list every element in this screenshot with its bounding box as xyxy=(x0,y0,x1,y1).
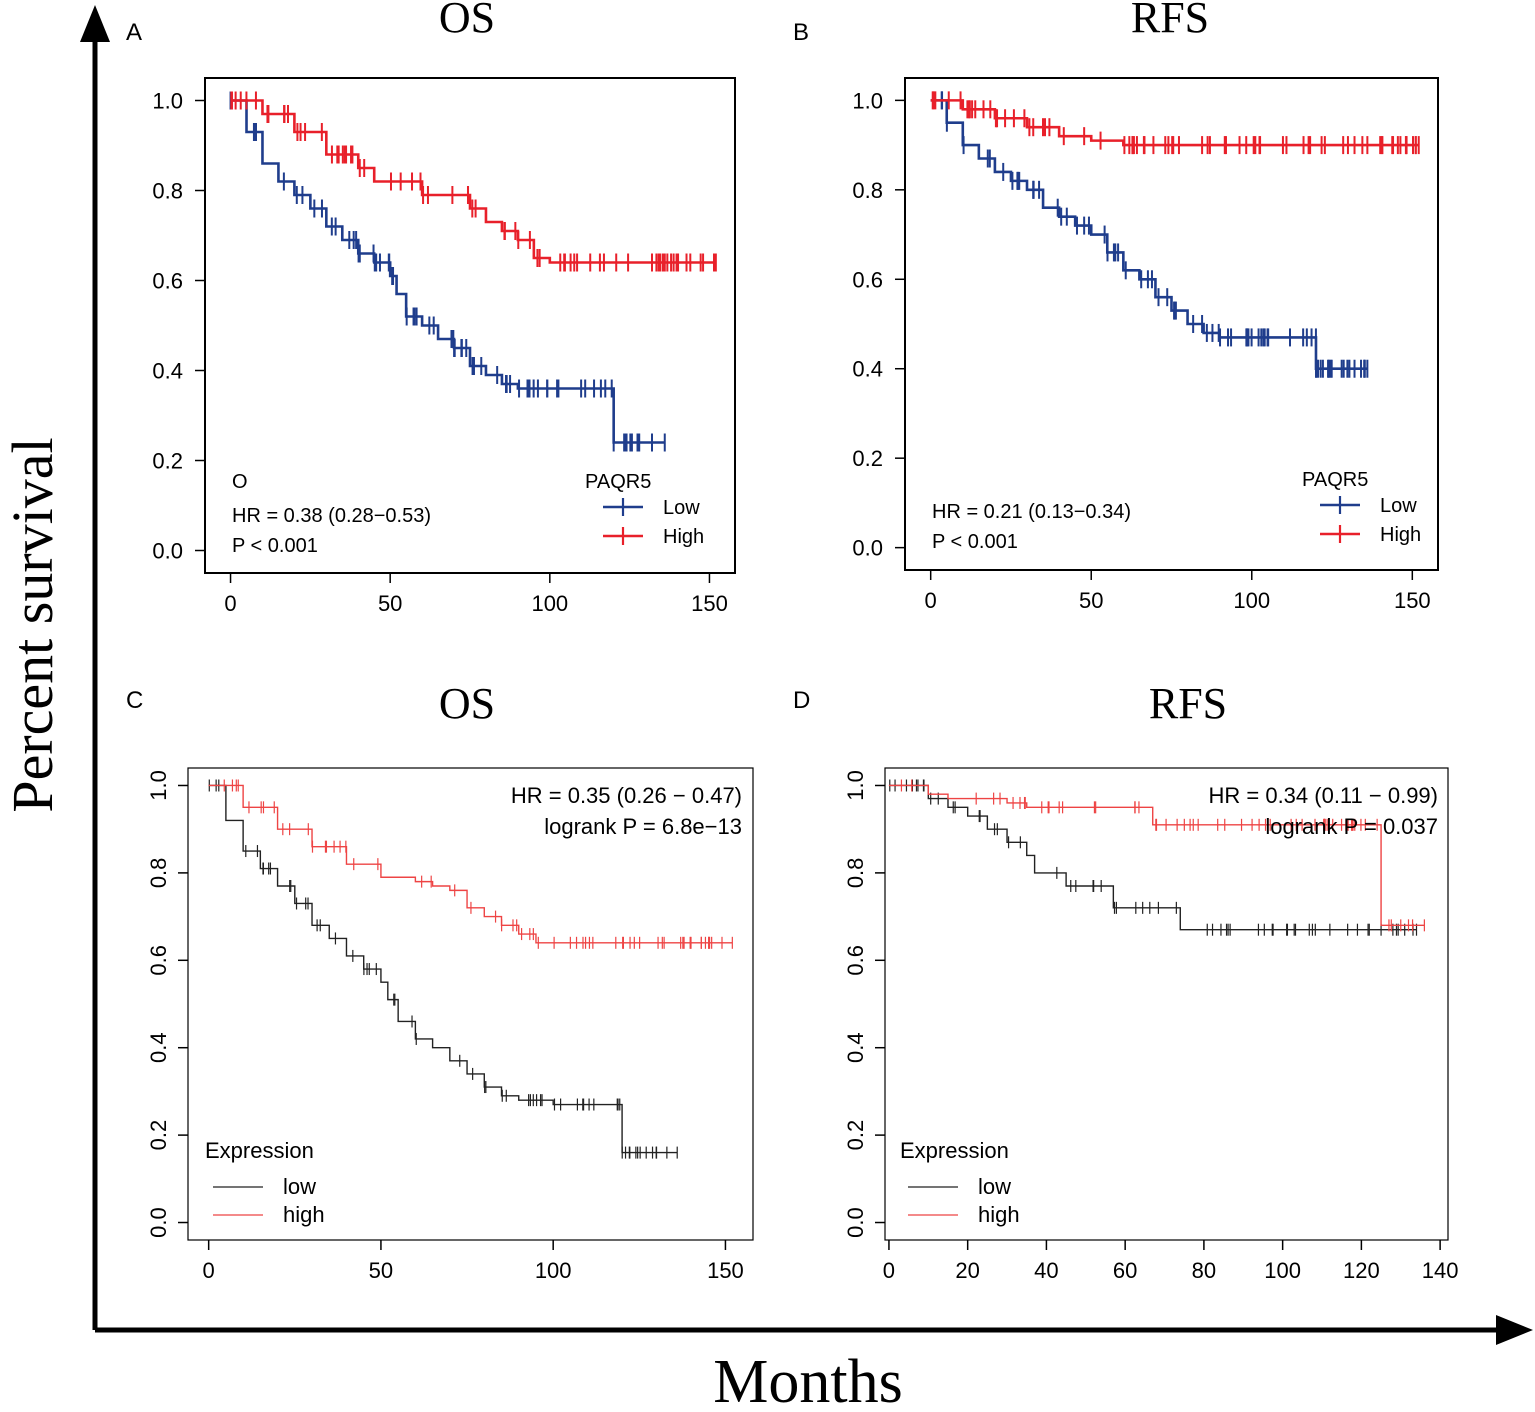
x-tick-label: 50 xyxy=(1079,588,1103,613)
x-tick-label: 140 xyxy=(1422,1258,1459,1283)
y-tick-label: 0.6 xyxy=(843,945,868,976)
y-tick-label: 0.4 xyxy=(852,357,883,382)
panel-letter: D xyxy=(793,687,810,714)
annotation-text: logrank P = 0.037 xyxy=(1265,814,1438,839)
panel-title: RFS xyxy=(1131,0,1209,42)
annotation-text: P < 0.001 xyxy=(232,535,318,557)
y-tick-label: 0.4 xyxy=(146,1032,171,1063)
series-line-low xyxy=(930,99,1368,371)
legend-entry: Low xyxy=(663,497,700,519)
series-line-low xyxy=(208,784,678,1154)
x-tick-label: 0 xyxy=(883,1258,895,1283)
panel-letter: B xyxy=(793,19,809,46)
panel-letter: A xyxy=(126,19,142,46)
x-arrow-icon xyxy=(1496,1315,1533,1345)
panel-letter: C xyxy=(126,687,143,714)
y-tick-label: 0.0 xyxy=(152,539,183,564)
x-tick-label: 0 xyxy=(203,1258,215,1283)
legend-title: Expression xyxy=(900,1138,1009,1163)
legend-title: PAQR5 xyxy=(585,471,651,493)
y-tick-label: 0.6 xyxy=(146,945,171,976)
plot-frame xyxy=(187,767,754,1241)
series-line-high xyxy=(230,99,716,264)
y-tick-label: 0.8 xyxy=(852,178,883,203)
annotation-text: HR = 0.38 (0.28−0.53) xyxy=(232,505,431,527)
legend-entry: low xyxy=(283,1174,316,1199)
annotation-text: HR = 0.21 (0.13−0.34) xyxy=(932,501,1131,523)
x-tick-label: 150 xyxy=(691,591,728,616)
x-tick-label: 150 xyxy=(1394,588,1431,613)
figure-axes xyxy=(80,5,1533,1345)
series-line-high xyxy=(930,99,1419,147)
x-tick-label: 120 xyxy=(1343,1258,1380,1283)
annotation-text: HR = 0.35 (0.26 − 0.47) xyxy=(511,783,742,808)
y-tick-label: 0.4 xyxy=(152,359,183,384)
x-tick-label: 20 xyxy=(955,1258,979,1283)
legend-entry: High xyxy=(1380,524,1421,546)
plot-frame xyxy=(204,77,736,574)
x-tick-label: 100 xyxy=(1233,588,1270,613)
x-tick-label: 80 xyxy=(1192,1258,1216,1283)
y-tick-label: 0.2 xyxy=(843,1120,868,1151)
y-tick-label: 0.0 xyxy=(843,1207,868,1238)
x-tick-label: 100 xyxy=(1264,1258,1301,1283)
y-tick-label: 0.4 xyxy=(843,1032,868,1063)
legend-entry: low xyxy=(978,1174,1011,1199)
panel-title: OS xyxy=(439,0,495,42)
plot-frame xyxy=(904,77,1439,571)
legend-title: Expression xyxy=(205,1138,314,1163)
x-tick-label: 150 xyxy=(707,1258,744,1283)
figure-x-label: Months xyxy=(713,1348,902,1412)
y-tick-label: 0.0 xyxy=(146,1207,171,1238)
legend-entry: high xyxy=(978,1202,1020,1227)
legend-entry: High xyxy=(663,526,704,548)
series-line-high xyxy=(888,784,1425,927)
y-tick-label: 0.8 xyxy=(146,858,171,889)
x-tick-label: 0 xyxy=(224,591,236,616)
plot-frame xyxy=(884,767,1449,1241)
marker-label: O xyxy=(232,471,248,493)
y-tick-label: 1.0 xyxy=(852,88,883,113)
x-tick-label: 100 xyxy=(535,1258,572,1283)
legend-title: PAQR5 xyxy=(1302,469,1368,491)
y-tick-label: 0.2 xyxy=(152,449,183,474)
y-tick-label: 1.0 xyxy=(152,89,183,114)
y-tick-label: 1.0 xyxy=(843,770,868,801)
x-tick-label: 50 xyxy=(369,1258,393,1283)
panel-a: A OS 0 50 100 150 0.0 0.2 0.4 0.6 0.8 1.0 O HR = 0.38… xyxy=(126,0,736,616)
y-tick-label: 0.0 xyxy=(852,536,883,561)
x-tick-label: 0 xyxy=(925,588,937,613)
x-tick-label: 40 xyxy=(1034,1258,1058,1283)
legend-entry: Low xyxy=(1380,495,1417,517)
y-arrow-icon xyxy=(80,5,110,42)
panel-title: RFS xyxy=(1149,679,1227,728)
panel-title: OS xyxy=(439,679,495,728)
figure-y-label: Percent survival xyxy=(0,437,65,812)
series-line-low xyxy=(888,784,1417,931)
y-tick-label: 0.8 xyxy=(152,179,183,204)
annotation-text: logrank P = 6.8e−13 xyxy=(544,814,742,839)
y-tick-label: 1.0 xyxy=(146,770,171,801)
y-tick-label: 0.6 xyxy=(852,267,883,292)
annotation-text: HR = 0.34 (0.11 − 0.99) xyxy=(1208,783,1438,808)
series-line-high xyxy=(208,784,733,944)
x-tick-label: 50 xyxy=(378,591,402,616)
y-tick-label: 0.2 xyxy=(852,446,883,471)
series-line-low xyxy=(230,99,665,444)
y-tick-label: 0.6 xyxy=(152,269,183,294)
y-tick-label: 0.8 xyxy=(843,858,868,889)
panel-c: C OS 0 50 100 150 0.0 0.2 0.4 0.6 0.8 1.0 HR = 0.35 … xyxy=(126,679,754,1283)
legend-entry: high xyxy=(283,1202,325,1227)
x-tick-label: 60 xyxy=(1113,1258,1137,1283)
y-tick-label: 0.2 xyxy=(146,1120,171,1151)
panel-b: B RFS 0 50 100 150 0.0 0.2 0.4 0.6 0.8 1.0 HR = 0.21… xyxy=(793,0,1439,613)
x-tick-label: 100 xyxy=(531,591,568,616)
panel-d: D RFS 0 20 40 60 80 100 120 140 0.0 0.2 0.4 0.6 0.8 1.0… xyxy=(793,679,1458,1283)
annotation-text: P < 0.001 xyxy=(932,531,1018,553)
